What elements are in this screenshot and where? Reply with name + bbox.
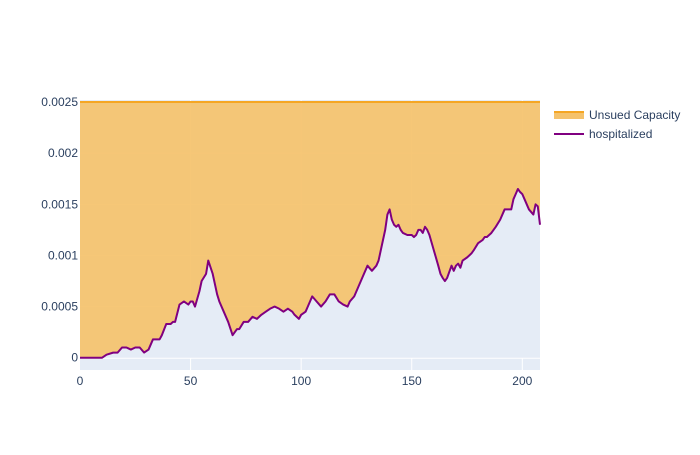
y-tick-label: 0.0025: [41, 95, 78, 109]
legend-item-unsued-capacity[interactable]: Unsued Capacity: [554, 108, 680, 122]
legend-item-hospitalized[interactable]: hospitalized: [554, 127, 652, 141]
unused-capacity-area: [80, 102, 540, 358]
y-tick-label: 0.002: [48, 146, 78, 160]
y-tick-label: 0: [71, 351, 78, 365]
series-lines: [80, 101, 541, 359]
legend-label: Unsued Capacity: [589, 108, 680, 122]
legend-label: hospitalized: [589, 127, 652, 141]
hospitalized-line: [80, 187, 541, 359]
y-axis-ticks: 0 0.0005 0.001 0.0015 0.002 0.0025: [41, 95, 78, 365]
x-tick-label: 100: [291, 374, 311, 388]
y-tick-label: 0.001: [48, 248, 78, 262]
legend[interactable]: Unsued Capacity hospitalized: [554, 108, 680, 141]
x-tick-label: 50: [184, 374, 198, 388]
legend-swatch: [554, 111, 584, 119]
hospitalized-area: [80, 188, 540, 358]
x-tick-label: 150: [402, 374, 422, 388]
y-tick-label: 0.0015: [41, 197, 78, 211]
x-axis-ticks: 0 50 100 150 200: [77, 374, 533, 388]
y-tick-label: 0.0005: [41, 300, 78, 314]
x-tick-label: 200: [512, 374, 532, 388]
area-fills: [80, 102, 540, 358]
x-tick-label: 0: [77, 374, 84, 388]
